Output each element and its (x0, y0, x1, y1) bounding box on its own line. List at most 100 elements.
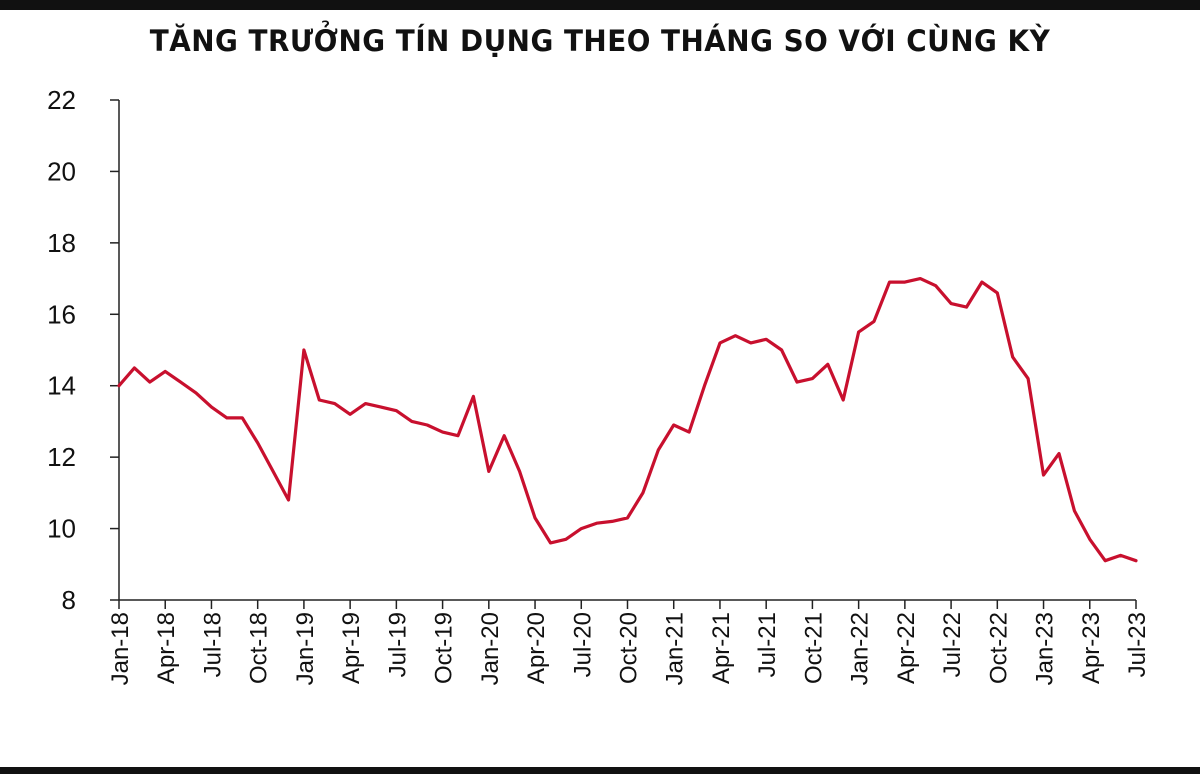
data-point (333, 402, 336, 405)
data-point (1027, 377, 1029, 380)
data-point (349, 413, 351, 416)
x-tick-label: Jul-23 (1124, 612, 1151, 677)
x-tick-label: Oct-22 (985, 612, 1012, 684)
data-point (364, 402, 367, 405)
x-tick-label: Jan-23 (1032, 612, 1059, 685)
data-point (827, 363, 829, 366)
x-tick-label: Jul-21 (754, 612, 781, 677)
data-point (688, 431, 690, 433)
data-point (241, 417, 244, 419)
data-point (796, 381, 798, 383)
x-tick-label: Oct-19 (431, 612, 458, 684)
x-tick-label: Jan-20 (477, 612, 504, 685)
data-point (780, 349, 783, 351)
data-point (873, 320, 875, 323)
y-tick-label: 16 (47, 299, 76, 329)
data-point (303, 349, 305, 351)
data-point (210, 406, 213, 408)
data-point (395, 409, 398, 412)
data-point (534, 517, 536, 519)
y-tick-label: 22 (47, 85, 76, 115)
data-point (703, 384, 706, 387)
data-point (287, 499, 290, 501)
data-point (549, 542, 552, 544)
data-point (1058, 452, 1060, 455)
x-tick-label: Apr-19 (338, 612, 365, 684)
data-point (1088, 538, 1091, 541)
data-point (133, 367, 136, 369)
data-point (164, 370, 167, 373)
data-point (1104, 559, 1106, 562)
data-point (595, 522, 598, 525)
data-point (996, 292, 999, 294)
y-tick-label: 14 (47, 371, 76, 401)
data-point (1135, 559, 1137, 562)
data-point (642, 492, 644, 494)
data-point (318, 399, 321, 401)
data-point (1011, 356, 1014, 358)
y-tick-label: 8 (62, 585, 76, 615)
y-tick-label: 18 (47, 228, 76, 258)
x-tick-label: Jan-22 (847, 612, 874, 685)
data-point (441, 431, 444, 433)
x-tick-label: Jan-18 (107, 612, 134, 685)
data-point (811, 377, 814, 380)
data-point (842, 399, 845, 401)
chart-title: TĂNG TRƯỞNG TÍN DỤNG THEO THÁNG SO VỚI C… (149, 24, 1051, 58)
data-point (919, 277, 922, 280)
data-point (857, 331, 860, 333)
data-point (472, 395, 475, 398)
data-point (934, 284, 937, 287)
series-layer (117, 277, 1138, 563)
data-point (981, 281, 983, 283)
data-point (1119, 554, 1122, 557)
x-tick-label: Jan-21 (662, 612, 689, 685)
data-point (256, 442, 259, 444)
x-axis-ticks: Jan-18 Apr-18 Jul-18 Oct-18 Jan-19 Apr-19 Jul-… (107, 600, 1151, 685)
data-point (380, 406, 382, 408)
data-point (611, 520, 613, 523)
top-rule (0, 0, 1200, 10)
data-point (580, 527, 583, 530)
data-point (149, 381, 151, 383)
data-point (888, 281, 891, 283)
x-tick-label: Jul-19 (384, 612, 411, 677)
x-tick-label: Jul-22 (939, 612, 966, 677)
data-point (626, 517, 629, 519)
data-point (749, 342, 752, 344)
x-tick-label: Apr-18 (153, 612, 180, 684)
data-point (672, 424, 675, 426)
data-point (179, 381, 182, 383)
data-point (1042, 474, 1045, 476)
data-point (950, 302, 952, 305)
data-point (488, 470, 490, 473)
x-tick-label: Apr-20 (523, 612, 550, 684)
data-point (518, 470, 521, 473)
x-tick-label: Jul-20 (569, 612, 596, 677)
data-point (195, 392, 197, 394)
data-point (965, 306, 968, 308)
x-tick-label: Apr-21 (708, 612, 735, 684)
data-point (426, 424, 428, 426)
data-point (734, 334, 737, 337)
y-tick-label: 20 (47, 156, 76, 186)
data-point (657, 449, 660, 451)
x-tick-label: Apr-23 (1078, 612, 1105, 684)
x-tick-label: Jul-18 (199, 612, 226, 677)
x-tick-label: Oct-21 (800, 612, 827, 684)
y-tick-label: 10 (47, 514, 76, 544)
x-tick-label: Apr-22 (893, 612, 920, 684)
data-point (410, 420, 413, 423)
data-point (272, 470, 274, 473)
x-tick-label: Oct-18 (246, 612, 273, 684)
data-point (565, 538, 567, 541)
y-tick-label: 12 (47, 442, 76, 472)
data-point (1073, 509, 1076, 512)
x-tick-label: Jan-19 (292, 612, 319, 685)
x-tick-label: Oct-20 (616, 612, 643, 684)
data-point (226, 417, 228, 419)
data-point (457, 434, 459, 437)
y-axis-ticks: 8 10 12 14 16 18 20 22 (47, 85, 119, 615)
data-point (904, 281, 906, 283)
